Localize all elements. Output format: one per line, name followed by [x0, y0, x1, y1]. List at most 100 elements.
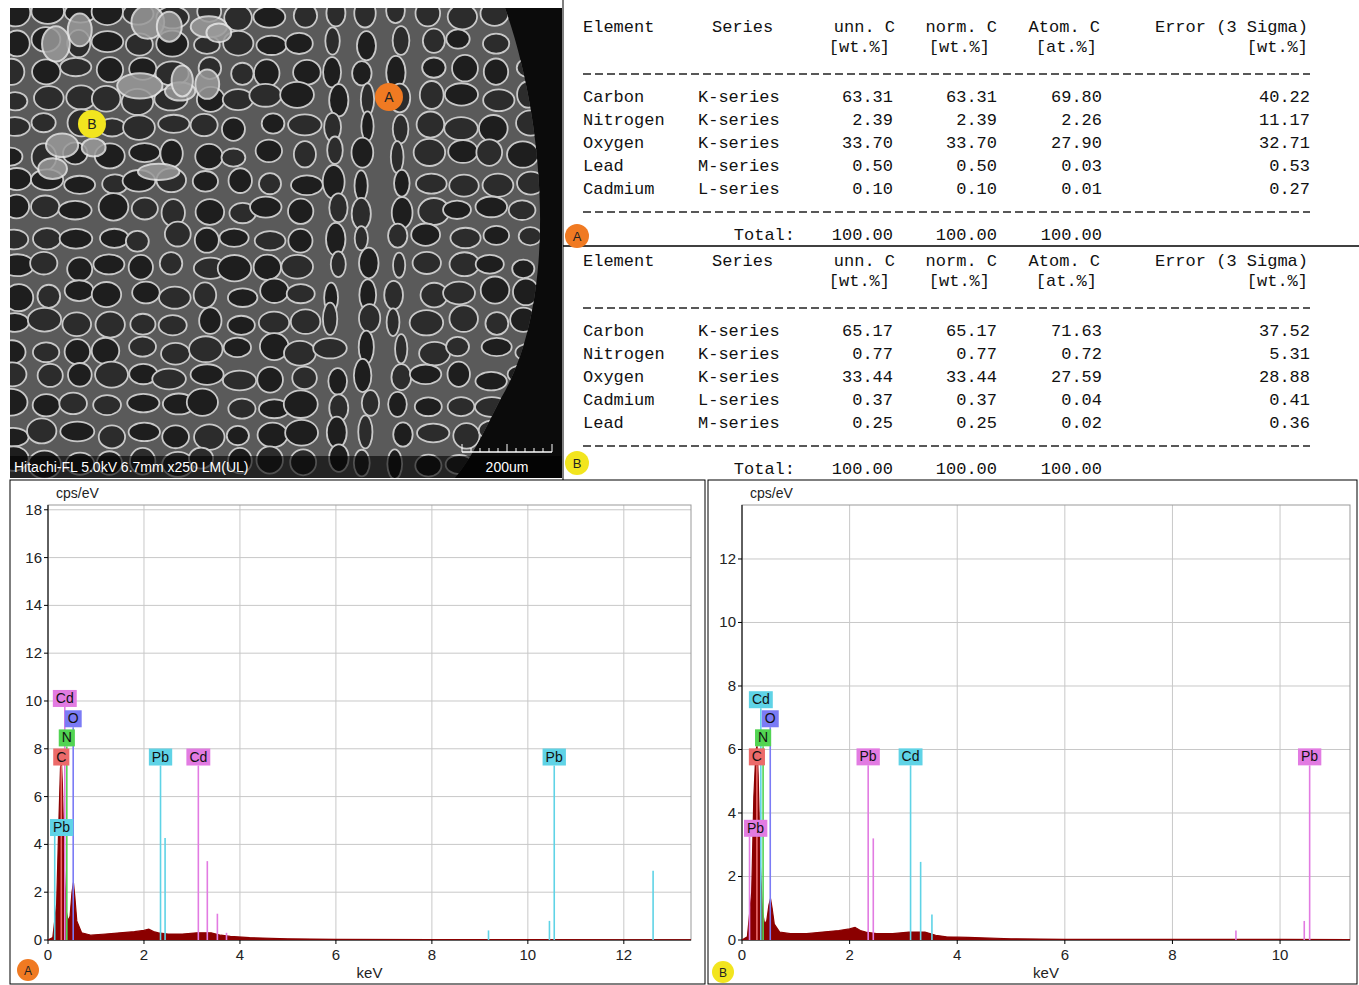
cell [257, 367, 283, 393]
cell [448, 397, 475, 416]
cell [452, 55, 478, 82]
x-tick [623, 940, 624, 944]
element-line [872, 838, 874, 940]
grid-line [742, 622, 1350, 623]
cell: 2.26 [1061, 111, 1102, 130]
y-tick [738, 940, 742, 941]
rule [583, 307, 1310, 309]
element-line [867, 765, 869, 940]
element-line [910, 765, 912, 940]
cell [446, 337, 469, 356]
y-tick [44, 940, 48, 941]
element-line [54, 836, 56, 940]
x-tick-label: 6 [1061, 946, 1069, 963]
x-tick [1172, 940, 1173, 944]
cell [228, 399, 255, 419]
scale-tick [543, 448, 544, 452]
cell [545, 282, 572, 306]
y-axis [48, 505, 49, 940]
blob [82, 138, 106, 156]
cell [60, 58, 91, 76]
cell [196, 199, 225, 225]
cell [284, 390, 318, 418]
element-label: Pb [1298, 748, 1321, 765]
grid-line [742, 812, 1350, 813]
cell [352, 61, 371, 85]
eds-table: ElementSeriesunn. Cnorm. CAtom. CError (… [565, 18, 1310, 248]
cell [253, 6, 285, 27]
cell [33, 394, 60, 416]
point-marker-label: A [384, 89, 394, 105]
cell [542, 113, 574, 134]
x-tick-label: 12 [615, 946, 632, 963]
x-tick-label: 10 [520, 946, 537, 963]
cell [387, 308, 400, 336]
element-line [749, 837, 751, 940]
column-head: Element [583, 252, 654, 271]
cell [260, 279, 288, 303]
cell [65, 339, 91, 364]
cell [0, 230, 28, 250]
cell [259, 173, 281, 194]
grid-line [335, 505, 336, 940]
cell: Cadmium [583, 180, 654, 199]
cell [159, 287, 191, 309]
x-tick [1064, 940, 1065, 944]
y-tick [738, 876, 742, 877]
cell: 0.02 [1061, 414, 1102, 433]
cell [358, 415, 372, 448]
blob [38, 158, 67, 179]
y-tick-label: 2 [34, 883, 42, 900]
total: 100.00 [936, 226, 997, 245]
element-labels: CdONCPbPbCdPb [744, 691, 1321, 837]
cell [249, 84, 281, 107]
element-label-box [749, 748, 765, 765]
element-label-text: Cd [189, 749, 207, 765]
cell: M-series [698, 157, 780, 176]
cell [483, 89, 514, 111]
cell [221, 148, 245, 166]
cell: 71.63 [1051, 322, 1102, 341]
y-tick [44, 557, 48, 558]
cell [357, 31, 376, 60]
cell [313, 338, 347, 358]
x-tick [957, 940, 958, 944]
cell: 33.70 [842, 134, 893, 153]
cell: 0.10 [956, 180, 997, 199]
cell [453, 423, 479, 449]
cell [420, 81, 444, 109]
cell: 11.17 [1259, 111, 1310, 130]
scale-tick [516, 448, 517, 452]
y-tick-label: 10 [719, 613, 736, 630]
cell [355, 226, 368, 250]
grid-line [431, 505, 432, 940]
element-label: C [749, 748, 765, 765]
element-line [207, 861, 209, 940]
element-labels: CdONCPbPbCdPb [50, 690, 566, 836]
cell [194, 424, 225, 449]
cell: M-series [698, 414, 780, 433]
cell [34, 86, 64, 110]
cell [99, 193, 129, 220]
y-tick-label: 10 [25, 692, 42, 709]
cell: Oxygen [583, 368, 644, 387]
cell [482, 338, 512, 356]
cell [446, 29, 469, 48]
cell: 0.37 [852, 391, 893, 410]
cell [222, 118, 245, 141]
element-line [920, 862, 922, 940]
element-line [553, 766, 555, 940]
cell [4, 31, 29, 57]
grid-line [48, 653, 691, 654]
cell [65, 280, 94, 301]
plot-frame [742, 505, 1350, 940]
element-label-box [53, 749, 69, 766]
grid-line [143, 505, 144, 940]
figure: Hitachi-FL 5.0kV 6.7mm x250 LM(UL)200umA… [0, 0, 1359, 985]
table-letter: A [573, 229, 582, 244]
y-tick [738, 622, 742, 623]
cell [362, 390, 379, 416]
cell [129, 143, 160, 162]
column-head: Error (3 Sigma) [1155, 252, 1308, 271]
cell [517, 81, 539, 107]
